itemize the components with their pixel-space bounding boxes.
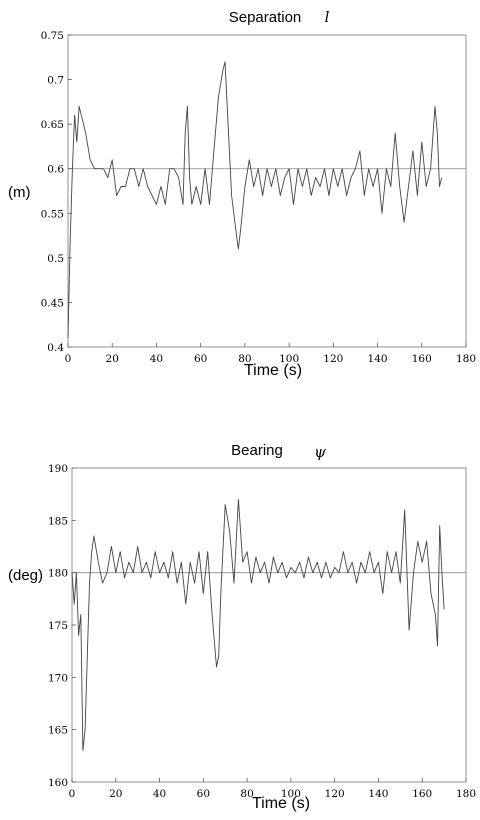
separation-x-tick-label: 40 <box>150 353 163 365</box>
bearing-y-tick-label: 165 <box>48 725 68 737</box>
separation-x-axis-label: Time (s) <box>244 362 302 379</box>
bearing-x-tick-label: 20 <box>109 788 122 800</box>
separation-x-tick-label: 140 <box>368 353 388 365</box>
separation-x-tick-label: 160 <box>412 353 432 365</box>
bearing-x-tick-label: 180 <box>456 788 476 800</box>
separation-x-tick-label: 120 <box>323 353 343 365</box>
bearing-y-axis-label: (deg) <box>8 567 43 584</box>
separation-title-symbol: l <box>325 8 330 26</box>
bearing-title-symbol: ψ <box>314 443 326 461</box>
separation-x-ticks: 0 20 40 60 80 100 120 140 160 180 <box>65 343 476 365</box>
bearing-x-tick-label: 40 <box>153 788 166 800</box>
bearing-x-tick-label: 140 <box>368 788 388 800</box>
separation-y-tick-label: 0.5 <box>47 253 64 265</box>
bearing-y-tick-label: 160 <box>48 777 68 789</box>
separation-y-tick-label: 0.45 <box>41 297 64 309</box>
separation-y-tick-label: 0.4 <box>47 342 64 354</box>
bearing-x-tick-label: 100 <box>281 788 301 800</box>
bearing-y-tick-label: 185 <box>48 515 68 527</box>
separation-x-tick-label: 80 <box>238 353 251 365</box>
bearing-y-tick-label: 180 <box>48 568 68 580</box>
separation-y-tick-label: 0.75 <box>41 30 64 42</box>
separation-chart: Separation l (m) Time (s) 0.4 0.45 0.5 0.55… <box>8 8 476 379</box>
bearing-chart-title: Bearing <box>231 442 283 459</box>
bearing-x-tick-label: 120 <box>325 788 345 800</box>
separation-y-tick-label: 0.7 <box>47 75 64 87</box>
separation-x-tick-label: 100 <box>279 353 299 365</box>
bearing-y-tick-label: 175 <box>48 620 68 632</box>
separation-chart-title: Separation <box>229 9 302 26</box>
bearing-series-line <box>71 498 445 752</box>
separation-y-tick-label: 0.55 <box>41 208 64 220</box>
bearing-plot-frame <box>71 467 467 783</box>
bearing-x-ticks: 0 20 40 60 80 100 120 140 160 180 <box>69 778 476 800</box>
separation-x-tick-label: 60 <box>194 353 207 365</box>
bearing-y-tick-label: 190 <box>48 463 68 475</box>
separation-y-tick-label: 0.6 <box>47 164 64 176</box>
separation-series-group <box>67 61 443 339</box>
separation-plot-frame <box>67 34 467 348</box>
bearing-x-axis-label: Time (s) <box>252 795 310 812</box>
separation-y-ticks: 0.4 0.45 0.5 0.55 0.6 0.65 0.7 0.75 <box>41 30 72 354</box>
bearing-x-tick-label: 0 <box>69 788 76 800</box>
bearing-y-tick-label: 170 <box>48 672 68 684</box>
bearing-y-ticks: 160 165 170 175 180 185 190 <box>48 463 76 789</box>
separation-x-tick-label: 20 <box>106 353 119 365</box>
separation-x-tick-label: 180 <box>456 353 476 365</box>
separation-y-axis-label: (m) <box>8 184 31 201</box>
bearing-x-tick-label: 60 <box>197 788 210 800</box>
bearing-x-tick-label: 160 <box>412 788 432 800</box>
bearing-series-group <box>71 498 445 752</box>
separation-series-line <box>67 61 443 339</box>
separation-x-tick-label: 0 <box>65 353 72 365</box>
bearing-x-tick-label: 80 <box>240 788 253 800</box>
bearing-chart: Bearing ψ (deg) Time (s) 160 165 170 175 180… <box>8 442 476 812</box>
separation-y-tick-label: 0.65 <box>41 119 64 131</box>
